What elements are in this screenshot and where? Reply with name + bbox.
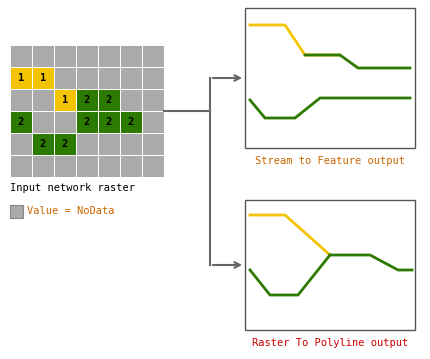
- Bar: [54, 133, 76, 155]
- Bar: [142, 133, 164, 155]
- Bar: [10, 133, 32, 155]
- Bar: [10, 45, 32, 67]
- Text: 2: 2: [40, 139, 46, 149]
- Bar: [120, 155, 142, 177]
- Bar: [54, 89, 76, 111]
- Text: 1: 1: [18, 73, 24, 83]
- Bar: [142, 45, 164, 67]
- Bar: [54, 67, 76, 89]
- Bar: [32, 155, 54, 177]
- Bar: [32, 89, 54, 111]
- Bar: [76, 67, 98, 89]
- Bar: [10, 111, 32, 133]
- Bar: [98, 89, 120, 111]
- Text: 2: 2: [106, 95, 112, 105]
- Bar: [32, 45, 54, 67]
- Bar: [120, 67, 142, 89]
- Text: Input network raster: Input network raster: [10, 183, 135, 193]
- Bar: [76, 133, 98, 155]
- Bar: [98, 45, 120, 67]
- Bar: [98, 67, 120, 89]
- Bar: [142, 111, 164, 133]
- Bar: [54, 155, 76, 177]
- Text: Raster To Polyline output: Raster To Polyline output: [252, 338, 408, 348]
- Text: 2: 2: [84, 95, 90, 105]
- Bar: [142, 67, 164, 89]
- Bar: [120, 111, 142, 133]
- Bar: [10, 155, 32, 177]
- Text: 2: 2: [128, 117, 134, 127]
- Bar: [120, 45, 142, 67]
- Bar: [120, 133, 142, 155]
- Bar: [32, 111, 54, 133]
- Bar: [76, 45, 98, 67]
- Text: 2: 2: [84, 117, 90, 127]
- Bar: [32, 67, 54, 89]
- Bar: [76, 89, 98, 111]
- Bar: [76, 111, 98, 133]
- Bar: [142, 89, 164, 111]
- Bar: [10, 89, 32, 111]
- Bar: [32, 133, 54, 155]
- Text: 2: 2: [106, 117, 112, 127]
- Text: 2: 2: [18, 117, 24, 127]
- Text: Stream to Feature output: Stream to Feature output: [255, 156, 405, 166]
- Text: 2: 2: [62, 139, 68, 149]
- Bar: [54, 45, 76, 67]
- Bar: [76, 155, 98, 177]
- Bar: [120, 89, 142, 111]
- Text: Value = NoData: Value = NoData: [27, 206, 114, 216]
- Bar: [98, 155, 120, 177]
- Bar: [10, 67, 32, 89]
- Bar: [245, 200, 415, 330]
- Bar: [54, 111, 76, 133]
- Text: 1: 1: [62, 95, 68, 105]
- Text: 1: 1: [40, 73, 46, 83]
- Bar: [245, 8, 415, 148]
- Bar: [10, 205, 23, 218]
- Bar: [142, 155, 164, 177]
- Bar: [98, 133, 120, 155]
- Bar: [98, 111, 120, 133]
